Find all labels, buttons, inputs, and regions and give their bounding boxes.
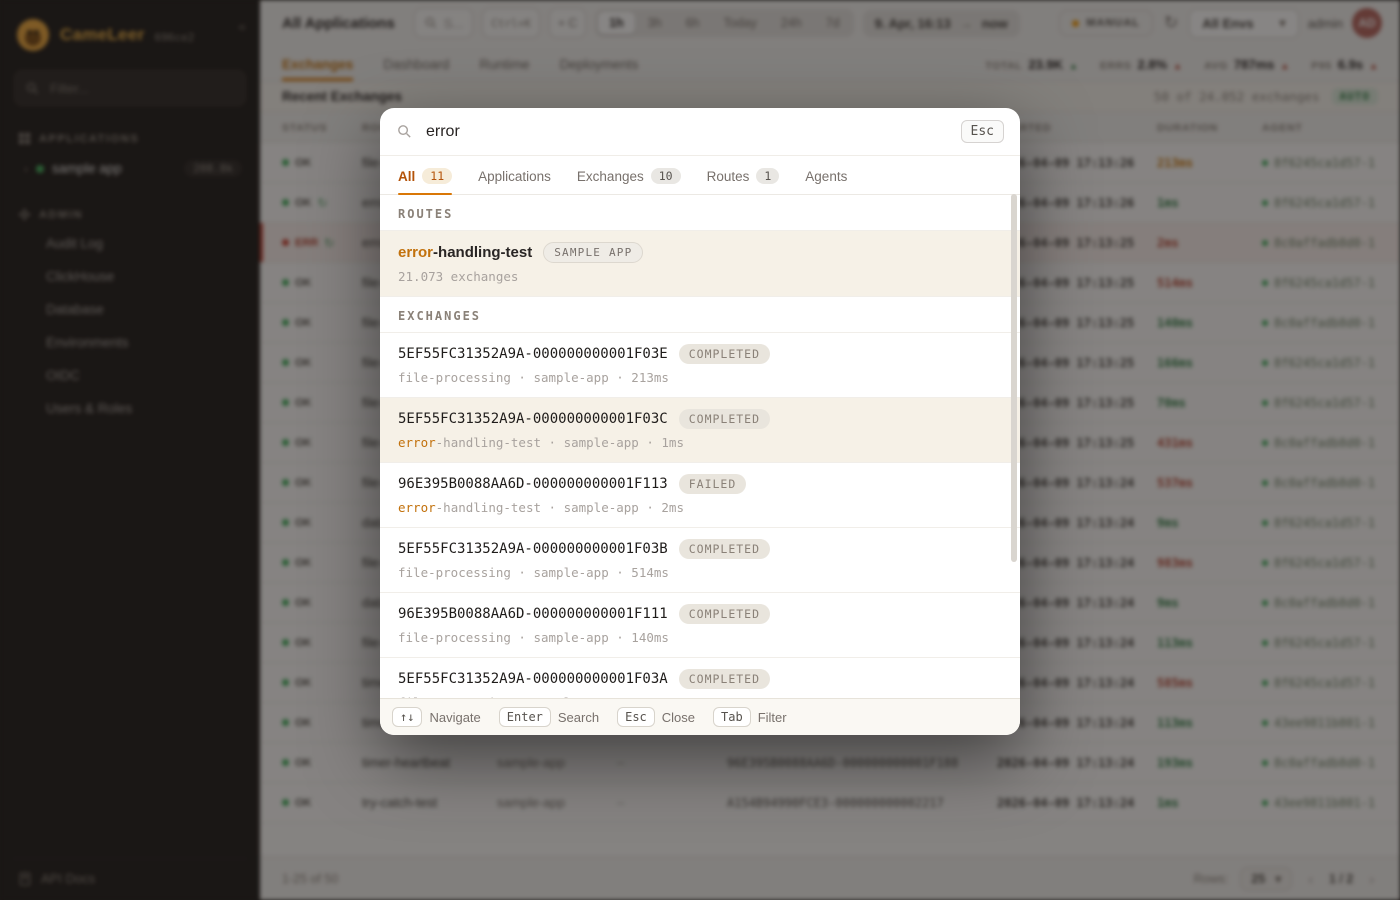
- modal-search-row: Esc: [380, 108, 1020, 156]
- modal-tab-label: Routes: [706, 168, 750, 184]
- result-item[interactable]: 5EF55FC31352A9A-000000000001F03E COMPLETE…: [380, 333, 1020, 398]
- result-item[interactable]: 96E395B0088AA6D-000000000001F111 COMPLETE…: [380, 593, 1020, 658]
- result-item[interactable]: error-handling-test SAMPLE APP 21.073 exch…: [380, 231, 1020, 297]
- status-badge: COMPLETED: [678, 669, 771, 689]
- query-match: error: [398, 435, 436, 450]
- result-item-title-row: 5EF55FC31352A9A-000000000001F03C COMPLETE…: [398, 409, 1002, 429]
- modal-tab-exchanges[interactable]: Exchanges 10: [577, 156, 681, 194]
- result-item-title-row: 96E395B0088AA6D-000000000001F113 FAILED: [398, 474, 1002, 494]
- modal-footer: ↑↓ Navigate Enter Search Esc Close Tab Filter: [380, 698, 1020, 735]
- result-item[interactable]: 96E395B0088AA6D-000000000001F113 FAILED er…: [380, 463, 1020, 528]
- result-item-subtitle: file-processing · sample-app · 166ms: [398, 695, 1002, 698]
- result-item-subtitle: error-handling-test · sample-app · 2ms: [398, 500, 684, 515]
- global-search-modal: Esc All11ApplicationsExchanges10Routes1A…: [380, 108, 1020, 735]
- result-item-title-row: 5EF55FC31352A9A-000000000001F03A COMPLETE…: [398, 669, 1002, 689]
- modal-tab-agents[interactable]: Agents: [805, 156, 847, 194]
- result-item-title-row: error-handling-test SAMPLE APP: [398, 242, 1002, 263]
- query-match: error: [398, 244, 434, 261]
- key-badge: Enter: [498, 707, 551, 727]
- result-item[interactable]: 5EF55FC31352A9A-000000000001F03B COMPLETE…: [380, 528, 1020, 593]
- result-item-subtitle: file-processing · sample-app · 140ms: [398, 630, 669, 645]
- key-hint-label: Navigate: [429, 709, 481, 725]
- result-item-title: error-handling-test: [398, 244, 533, 261]
- keyboard-hint-close: Esc Close: [617, 707, 695, 727]
- result-item-exchange-id: 5EF55FC31352A9A-000000000001F03A: [398, 671, 668, 687]
- modal-tab-all[interactable]: All 11: [398, 156, 453, 195]
- search-icon: [396, 123, 413, 140]
- status-badge: COMPLETED: [678, 539, 771, 559]
- modal-tab-count-badge: 11: [422, 168, 453, 184]
- modal-filter-tabs: All 11 Applications Exchanges 10 Routes 1 Agent…: [380, 156, 1020, 195]
- modal-tab-count-badge: 10: [650, 168, 681, 184]
- modal-results-list: ROUTES error-handling-test SAMPLE APP 21.07…: [380, 195, 1020, 698]
- modal-search-input[interactable]: [424, 121, 950, 142]
- key-badge: Tab: [713, 707, 751, 727]
- key-hint-label: Close: [661, 709, 696, 725]
- scrollbar-thumb[interactable]: [1011, 194, 1017, 562]
- key-hint-label: Filter: [757, 709, 787, 725]
- result-section-title-exchanges: EXCHANGES: [380, 297, 1020, 333]
- keyboard-hint-search: Enter Search: [498, 707, 600, 727]
- modal-tab-count-badge: 1: [756, 168, 780, 184]
- modal-tab-label: Agents: [805, 168, 848, 184]
- esc-key-badge[interactable]: Esc: [960, 120, 1004, 143]
- query-match: error: [398, 500, 436, 515]
- result-item-subtitle: file-processing · sample-app · 514ms: [398, 565, 669, 580]
- status-badge: COMPLETED: [678, 409, 771, 429]
- result-item-title-row: 5EF55FC31352A9A-000000000001F03B COMPLETE…: [398, 539, 1002, 559]
- modal-tab-label: Exchanges: [576, 168, 644, 184]
- modal-tab-applications[interactable]: Applications: [478, 156, 551, 194]
- key-badge: Esc: [617, 707, 655, 727]
- app-badge: SAMPLE APP: [543, 242, 644, 263]
- modal-tab-routes[interactable]: Routes 1: [707, 156, 780, 194]
- keyboard-hint-filter: Tab Filter: [713, 707, 787, 727]
- result-section-title-routes: ROUTES: [380, 195, 1020, 231]
- status-badge: COMPLETED: [678, 344, 771, 364]
- status-badge: FAILED: [678, 474, 747, 494]
- result-item-title-row: 96E395B0088AA6D-000000000001F111 COMPLETE…: [398, 604, 1002, 624]
- status-badge: COMPLETED: [678, 604, 771, 624]
- result-item-subtitle: error-handling-test · sample-app · 1ms: [398, 435, 684, 450]
- result-item[interactable]: 5EF55FC31352A9A-000000000001F03A COMPLETE…: [380, 658, 1020, 698]
- result-item-exchange-id: 5EF55FC31352A9A-000000000001F03B: [398, 541, 668, 557]
- keyboard-hint-navigate: ↑↓ Navigate: [392, 707, 481, 727]
- result-item-subtitle: file-processing · sample-app · 213ms: [398, 370, 669, 385]
- result-item-exchange-id: 5EF55FC31352A9A-000000000001F03C: [398, 411, 668, 427]
- key-hint-label: Search: [557, 709, 600, 725]
- result-item-exchange-id: 96E395B0088AA6D-000000000001F111: [398, 606, 668, 622]
- result-item-exchange-id: 96E395B0088AA6D-000000000001F113: [398, 476, 668, 492]
- key-badge: ↑↓: [392, 707, 423, 727]
- modal-tab-label: Applications: [478, 168, 551, 184]
- result-item-subtitle: 21.073 exchanges: [398, 269, 519, 284]
- modal-tab-label: All: [398, 168, 416, 184]
- result-item-title-row: 5EF55FC31352A9A-000000000001F03E COMPLETE…: [398, 344, 1002, 364]
- result-item[interactable]: 5EF55FC31352A9A-000000000001F03C COMPLETE…: [380, 398, 1020, 463]
- result-item-exchange-id: 5EF55FC31352A9A-000000000001F03E: [398, 346, 668, 362]
